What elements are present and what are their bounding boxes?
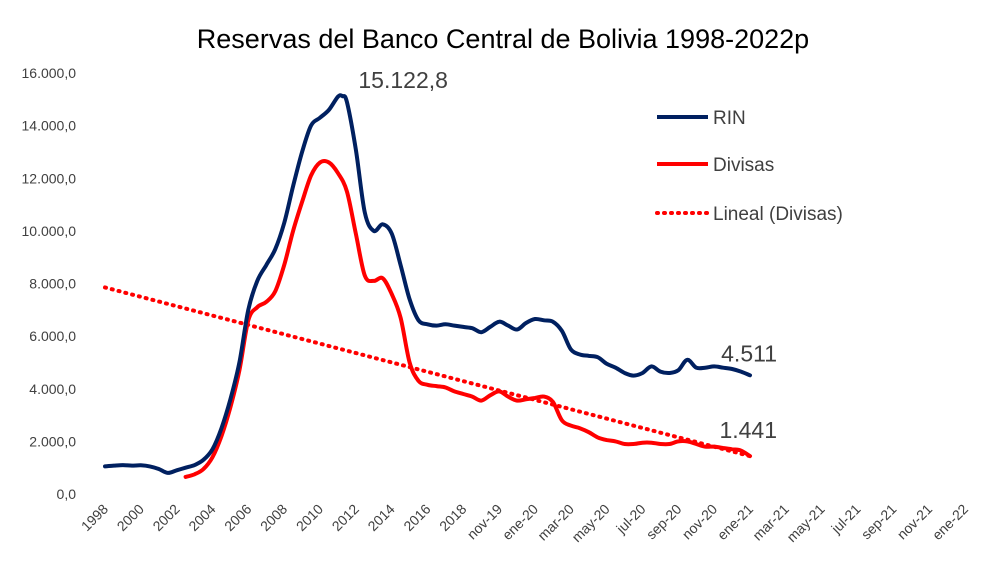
legend-label: Divisas [713,155,774,176]
x-tick-label: 2004 [185,501,218,534]
x-tick-label: 2006 [221,501,254,534]
y-tick-label: 4.000,0 [29,381,76,397]
series-line-divisas [183,159,752,479]
x-tick-label: ene-22 [929,501,971,543]
data-label: 15.122,8 [358,67,448,93]
x-tick-label: sep-21 [858,501,900,543]
y-tick-label: 14.000,0 [22,118,77,134]
x-tick-label: 2012 [329,501,362,534]
legend-label: RIN [713,108,746,129]
x-axis: 1998 2000 2002 2004 2006 2008 2010 2012 2014 2016… [78,501,971,545]
y-tick-label: 6.000,0 [29,328,76,344]
y-axis: 0,0 2.000,0 4.000,0 6.000,0 8.000,0 10.000,0 1… [22,65,77,502]
data-label: 4.511 [721,340,777,366]
y-tick-label: 0,0 [57,486,77,502]
x-tick-label: 1998 [78,501,111,534]
legend: RIN Divisas Lineal (Divisas) [655,108,843,225]
y-tick-label: 2.000,0 [29,433,76,449]
chart-title: Reservas del Banco Central de Bolivia 19… [197,24,809,54]
x-tick-label: nov-20 [679,501,721,543]
x-tick-label: ene-21 [714,501,756,543]
series-line-rin [103,93,752,475]
legend-label: Lineal (Divisas) [713,204,843,225]
x-tick-label: 2014 [364,501,397,534]
y-tick-label: 12.000,0 [22,170,77,186]
x-tick-label: may-21 [783,501,827,545]
x-tick-label: 2010 [293,501,326,534]
data-label: 1.441 [719,417,777,443]
x-tick-label: ene-20 [499,501,541,543]
x-tick-label: nov-21 [894,501,936,543]
x-tick-label: sep-20 [643,501,685,543]
x-tick-label: nov-19 [464,501,506,543]
x-tick-label: 2008 [257,501,290,534]
x-tick-label: may-20 [568,501,612,545]
y-tick-label: 16.000,0 [22,65,77,81]
annotations: 15.122,8 4.511 1.441 [358,67,777,443]
x-tick-label: 2016 [400,501,433,534]
y-tick-label: 10.000,0 [22,223,77,239]
series-layer [103,93,752,479]
series-line-lineal-divisas [103,285,752,459]
y-tick-label: 8.000,0 [29,276,76,292]
x-tick-label: 2000 [114,501,147,534]
x-tick-label: 2002 [149,501,182,534]
